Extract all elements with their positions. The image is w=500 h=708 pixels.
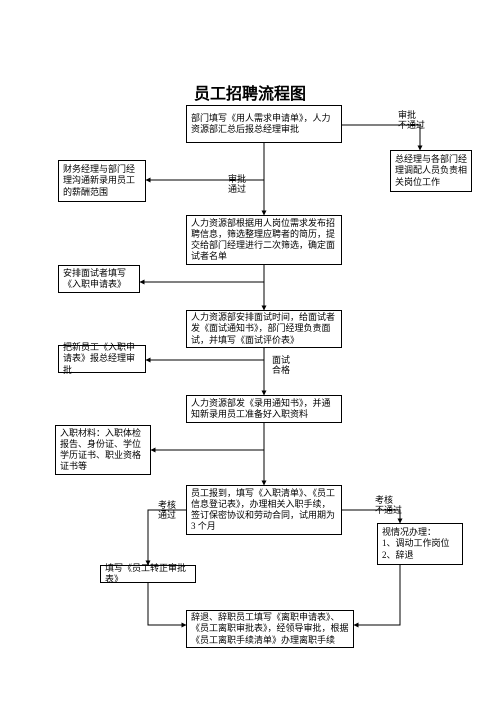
edge-e_conf_n6	[148, 583, 186, 625]
node-n_fail: 总经理与各部门经理调配人员负责相关岗位工作	[390, 150, 472, 192]
node-n_confirm: 填写《员工转正审批表》	[100, 565, 196, 583]
node-n_materials: 入职材料：入职体检报告、身份证、学位学历证书、职业资格证书等	[55, 425, 151, 475]
node-n_report: 把新员工《入职申请表》报总经理审批	[58, 345, 146, 373]
node-n5: 员工报到，填写《入职清单》、《员工信息登记表》，办理相关入职手续，签订保密协议和…	[186, 485, 342, 535]
edge-label-lbl_kh_fail: 考核 不通过	[375, 495, 402, 516]
edge-label-lbl_pass1: 审批 通过	[228, 174, 246, 195]
node-n1: 部门填写《用人需求申请单》，人力资源部汇总后报总经理审批	[186, 105, 342, 143]
node-n4: 人力资源部发《录用通知书》，并通知新录用员工准备好入职资料	[186, 395, 342, 423]
edge-label-lbl_pass2: 面试 合格	[272, 355, 290, 376]
edge-label-lbl_kh_pass: 考核 通过	[158, 500, 176, 521]
node-n_situation: 视情况办理： 1、调动工作岗位 2、辞退	[377, 523, 463, 565]
node-n6: 辞退、辞职员工填写《离职申请表》、《员工离职审批表》，经领导审批，根据《员工离职…	[186, 610, 354, 648]
node-n_salary: 财务经理与部门经理沟通新录用员工的薪酬范围	[58, 160, 146, 202]
node-n2: 人力资源部根据用人岗位需求发布招聘信息，筛选整理应聘者的简历，提交给部门经理进行…	[186, 215, 342, 265]
edge-e_sit_n6	[354, 565, 400, 625]
node-n_arrange: 安排面试者填写《入职申请表》	[58, 265, 140, 293]
edge-label-lbl_fail: 审批 不通过	[398, 110, 425, 131]
node-n3: 人力资源部安排面试时间，给面试者发《面试通知书》，部门经理负责面试，并填写《面试…	[186, 310, 342, 348]
